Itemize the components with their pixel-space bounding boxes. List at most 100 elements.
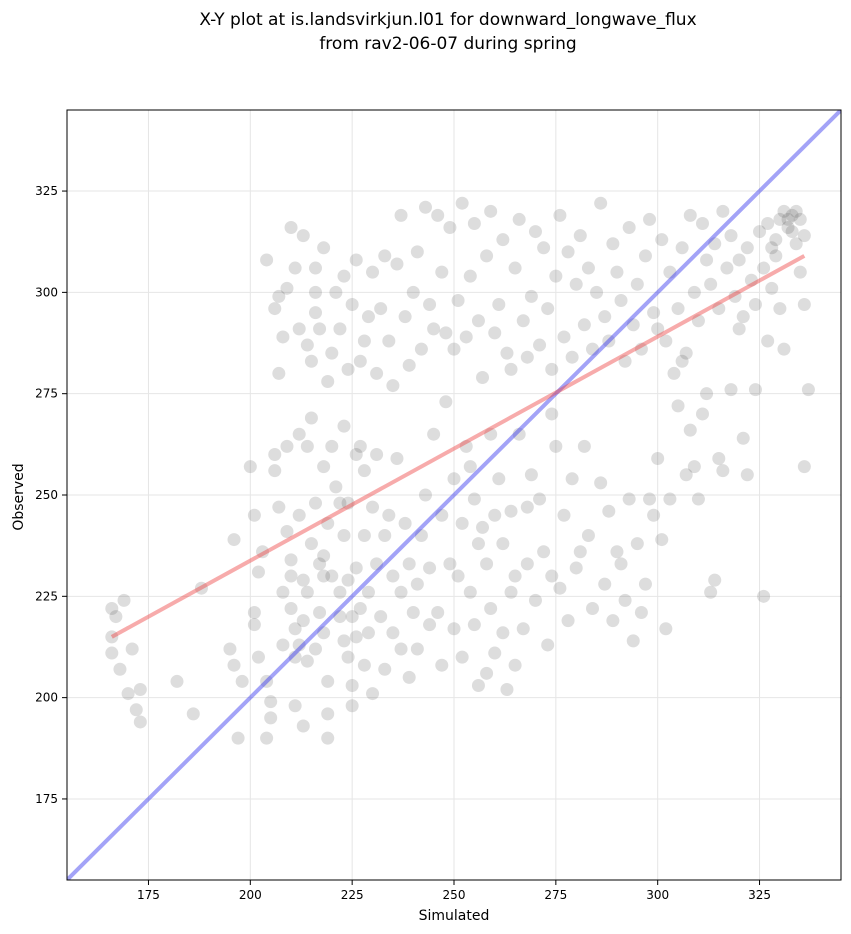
data-point	[288, 650, 302, 664]
data-point	[765, 281, 779, 295]
data-point	[480, 666, 494, 680]
data-point	[345, 298, 359, 312]
data-point	[573, 545, 587, 559]
data-point	[447, 342, 461, 356]
data-point	[304, 354, 318, 368]
data-point	[317, 460, 331, 474]
data-point	[345, 610, 359, 624]
data-point	[594, 196, 608, 210]
data-point	[524, 289, 538, 303]
data-point	[280, 281, 294, 295]
data-point	[716, 204, 730, 218]
data-point	[614, 293, 628, 307]
data-point	[317, 549, 331, 563]
data-point	[655, 533, 669, 547]
data-point	[748, 298, 762, 312]
data-point	[439, 395, 453, 409]
data-point	[618, 354, 632, 368]
data-point	[366, 687, 380, 701]
data-point	[349, 630, 363, 644]
data-point	[378, 529, 392, 543]
data-point	[284, 601, 298, 615]
data-point	[333, 585, 347, 599]
data-point	[260, 674, 274, 688]
data-point	[227, 533, 241, 547]
data-point	[724, 229, 738, 243]
data-point	[386, 626, 400, 640]
data-point	[533, 492, 547, 506]
data-point	[476, 370, 490, 384]
data-point	[516, 622, 530, 636]
data-point	[341, 650, 355, 664]
data-point	[247, 508, 261, 522]
data-point	[724, 383, 738, 397]
data-point	[781, 212, 795, 226]
x-tick-label: 175	[137, 888, 160, 902]
data-point	[712, 302, 726, 316]
data-point	[304, 537, 318, 551]
data-point	[484, 204, 498, 218]
data-point	[520, 350, 534, 364]
data-point	[476, 520, 490, 534]
data-point	[712, 452, 726, 466]
data-point	[565, 472, 579, 486]
data-point	[797, 460, 811, 474]
data-point	[227, 658, 241, 672]
plot-area: 175 200 225 250 275 300 325 175 200 225 250 275 300…	[35, 109, 842, 902]
data-point	[398, 516, 412, 530]
data-point	[427, 322, 441, 336]
data-point	[296, 229, 310, 243]
data-point	[276, 330, 290, 344]
data-point	[382, 508, 396, 522]
data-point	[586, 342, 600, 356]
data-point	[667, 366, 681, 380]
data-point	[341, 496, 355, 510]
data-point	[402, 358, 416, 372]
data-point	[496, 537, 510, 551]
data-point	[769, 233, 783, 247]
data-point	[288, 261, 302, 275]
data-point	[443, 557, 457, 571]
data-point	[418, 200, 432, 214]
data-point	[801, 383, 815, 397]
data-point	[321, 707, 335, 721]
data-point	[500, 683, 514, 697]
data-point	[317, 241, 331, 255]
data-point	[402, 670, 416, 684]
data-point	[292, 638, 306, 652]
data-point	[113, 662, 127, 676]
data-point	[317, 569, 331, 583]
data-point	[370, 557, 384, 571]
data-point	[321, 731, 335, 745]
data-point	[700, 253, 714, 267]
data-point	[598, 310, 612, 324]
data-point	[492, 298, 506, 312]
data-point	[105, 601, 119, 615]
data-point	[361, 310, 375, 324]
chart-title-line-1: X-Y plot at is.landsvirkjun.l01 for down…	[199, 10, 696, 30]
data-point	[459, 330, 473, 344]
grid	[67, 110, 841, 880]
data-point	[296, 573, 310, 587]
data-point	[414, 529, 428, 543]
data-point	[308, 306, 322, 320]
data-point	[370, 366, 384, 380]
data-point	[459, 439, 473, 453]
data-point	[333, 322, 347, 336]
data-point	[247, 618, 261, 632]
data-point	[471, 314, 485, 328]
data-point	[292, 322, 306, 336]
data-point	[683, 423, 697, 437]
data-point	[761, 216, 775, 230]
data-point	[333, 496, 347, 510]
data-point	[374, 610, 388, 624]
y-tick-label: 325	[35, 184, 58, 198]
data-point	[500, 346, 514, 360]
x-tick-label: 250	[443, 888, 466, 902]
data-point	[797, 229, 811, 243]
data-point	[569, 277, 583, 291]
data-point	[549, 439, 563, 453]
data-point	[512, 212, 526, 226]
data-point	[651, 322, 665, 336]
data-point	[435, 265, 449, 279]
